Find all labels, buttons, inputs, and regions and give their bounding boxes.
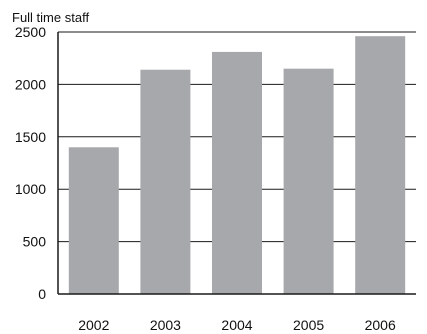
y-tick-labels: 0 500 1000 1500 2000 2500: [15, 24, 46, 302]
x-tick-label-2006: 2006: [365, 317, 396, 333]
bar-2002: [68, 147, 119, 294]
x-tick-label-2005: 2005: [293, 317, 324, 333]
y-tick-label-0: 0: [38, 286, 46, 302]
x-tick-label-2004: 2004: [221, 317, 252, 333]
y-tick-label-3: 1500: [15, 129, 46, 145]
bar-2005: [283, 68, 334, 295]
y-tick-label-2: 1000: [15, 181, 46, 197]
x-tick-label-2002: 2002: [78, 317, 109, 333]
x-tick-label-2003: 2003: [150, 317, 181, 333]
bar-2006: [355, 36, 406, 294]
y-axis-title: Full time staff: [12, 10, 89, 25]
bar-2003: [140, 69, 191, 294]
y-tick-label-4: 2000: [15, 76, 46, 92]
x-tick-labels: 2002 2003 2004 2005 2006: [78, 317, 396, 333]
bars: [68, 36, 406, 295]
bar-2004: [212, 51, 262, 294]
y-tick-label-5: 2500: [15, 24, 46, 40]
y-tick-label-1: 500: [23, 234, 47, 250]
axes: [57, 32, 416, 295]
